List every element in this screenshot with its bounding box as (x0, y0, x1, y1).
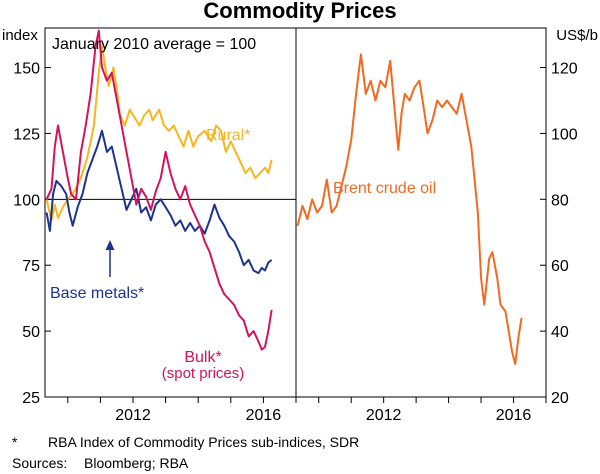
sources-label: Sources: (12, 455, 68, 471)
right-y-unit: US$/b (556, 27, 598, 44)
rural-label: Rural* (206, 127, 250, 144)
right-panel: US$/b 20 40 60 80 100 120 2012 2016 Brent crud… (296, 27, 598, 424)
commodity-prices-chart: Commodity Prices index 25 50 75 100 125 150 2… (2, 0, 598, 424)
left-panel: index 25 50 75 100 125 150 2012 2016 January 2… (2, 27, 297, 424)
left-y-tick-label: 25 (22, 390, 40, 407)
base-metals-label: Base metals* (50, 285, 144, 302)
left-x-tick-label: 2016 (246, 407, 282, 424)
left-panel-note: January 2010 average = 100 (52, 36, 256, 53)
right-series-group (296, 53, 523, 366)
right-y-tick-label: 100 (551, 126, 578, 143)
bulk-sub-label: (spot prices) (162, 365, 245, 382)
footnote-asterisk-mark: * (12, 434, 18, 450)
sources-text: Bloomberg; RBA (84, 455, 189, 471)
right-y-tick-label: 60 (551, 258, 569, 275)
footnote-asterisk-text: RBA Index of Commodity Prices sub-indice… (48, 434, 360, 450)
right-y-tick-label: 40 (551, 324, 569, 341)
series-line-bulk (45, 29, 273, 351)
left-x-tick-labels: 2012 2016 (115, 407, 281, 424)
right-axis-ticks (318, 67, 547, 403)
footnote-asterisk: * RBA Index of Commodity Prices sub-indic… (12, 434, 359, 450)
footnote-sources: Sources: Bloomberg; RBA (12, 455, 188, 471)
right-y-tick-label: 80 (551, 192, 569, 209)
left-y-tick-label: 75 (22, 258, 40, 275)
right-x-tick-labels: 2012 2016 (366, 407, 532, 424)
series-line-rural (45, 45, 273, 222)
left-y-tick-label: 125 (13, 126, 40, 143)
right-y-tick-label: 20 (551, 390, 569, 407)
brent-label: Brent crude oil (333, 180, 436, 197)
left-series-group (45, 29, 273, 351)
right-y-tick-label: 120 (551, 61, 578, 78)
left-y-tick-label: 150 (13, 61, 40, 78)
left-y-tick-label: 50 (22, 324, 40, 341)
left-axis-ticks (45, 67, 297, 403)
left-y-tick-label: 100 (13, 192, 40, 209)
base-metals-arrow (105, 240, 115, 277)
chart-title: Commodity Prices (203, 0, 396, 23)
left-y-tick-labels: 25 50 75 100 125 150 (13, 61, 40, 407)
bulk-label: Bulk* (184, 349, 221, 366)
right-plot-frame (295, 27, 547, 398)
right-x-tick-label: 2012 (366, 407, 402, 424)
right-x-tick-label: 2016 (496, 407, 532, 424)
series-line-brent-crude-oil (296, 53, 523, 366)
left-y-unit: index (2, 27, 38, 44)
series-line-base-metals (45, 129, 273, 275)
right-y-tick-labels: 20 40 60 80 100 120 (551, 61, 578, 407)
left-x-tick-label: 2012 (115, 407, 151, 424)
